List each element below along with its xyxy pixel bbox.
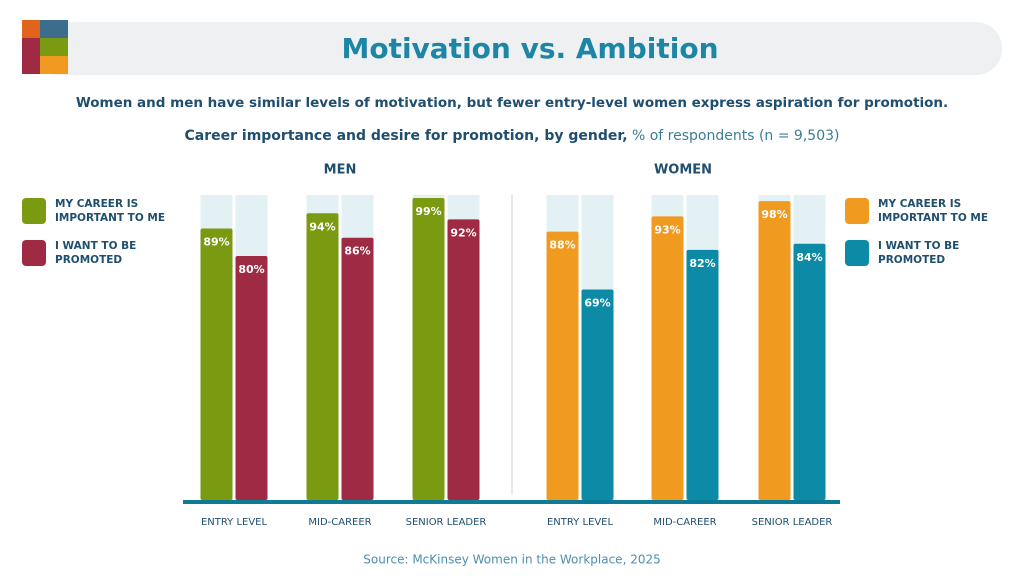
x-tick-label: MID-CAREER bbox=[653, 517, 716, 528]
x-tick-label: MID-CAREER bbox=[308, 517, 371, 528]
bar bbox=[447, 219, 480, 500]
x-tick-label: ENTRY LEVEL bbox=[547, 517, 614, 528]
caption: Career importance and desire for promoti… bbox=[185, 128, 840, 144]
subtitle: Women and men have similar levels of mot… bbox=[76, 95, 948, 111]
caption-main: Career importance and desire for promoti… bbox=[185, 128, 628, 144]
value-label: 99% bbox=[415, 205, 441, 218]
legend-label: I WANT TO BE PROMOTED bbox=[878, 240, 960, 266]
bar bbox=[341, 237, 374, 500]
value-label: 69% bbox=[584, 297, 610, 310]
legend-swatch bbox=[845, 240, 869, 266]
panel-title: MEN bbox=[324, 163, 357, 178]
legend-label: MY CAREER IS IMPORTANT TO ME bbox=[878, 198, 989, 224]
value-label: 84% bbox=[796, 251, 822, 264]
bar bbox=[758, 201, 791, 500]
logo bbox=[22, 20, 68, 74]
value-label: 92% bbox=[450, 226, 476, 239]
bar bbox=[412, 198, 445, 501]
value-label: 80% bbox=[238, 263, 264, 276]
title: Motivation vs. Ambition bbox=[341, 32, 718, 65]
title-banner bbox=[30, 22, 1002, 75]
value-label: 82% bbox=[689, 257, 715, 270]
value-label: 88% bbox=[549, 239, 575, 252]
legend-label: MY CAREER IS IMPORTANT TO ME bbox=[55, 198, 166, 224]
value-label: 93% bbox=[654, 223, 680, 236]
bar bbox=[235, 256, 268, 500]
bar bbox=[581, 289, 614, 500]
legend-swatch bbox=[845, 198, 869, 224]
legend-label: I WANT TO BE PROMOTED bbox=[55, 240, 137, 266]
x-tick-label: ENTRY LEVEL bbox=[201, 517, 268, 528]
source: Source: McKinsey Women in the Workplace,… bbox=[363, 553, 660, 567]
caption-sub: % of respondents (n = 9,503) bbox=[632, 128, 840, 144]
legend-swatch bbox=[22, 198, 46, 224]
value-label: 86% bbox=[344, 245, 370, 258]
value-label: 98% bbox=[761, 208, 787, 221]
bar bbox=[546, 231, 579, 500]
bar bbox=[686, 249, 719, 500]
value-label: 94% bbox=[309, 220, 335, 233]
x-tick-label: SENIOR LEADER bbox=[406, 517, 487, 528]
panel-title: WOMEN bbox=[654, 163, 712, 178]
bar bbox=[306, 213, 339, 501]
bar bbox=[200, 228, 233, 501]
bar bbox=[793, 243, 826, 501]
value-label: 89% bbox=[203, 236, 229, 249]
bar bbox=[651, 216, 684, 500]
x-tick-label: SENIOR LEADER bbox=[752, 517, 833, 528]
legend-swatch bbox=[22, 240, 46, 266]
